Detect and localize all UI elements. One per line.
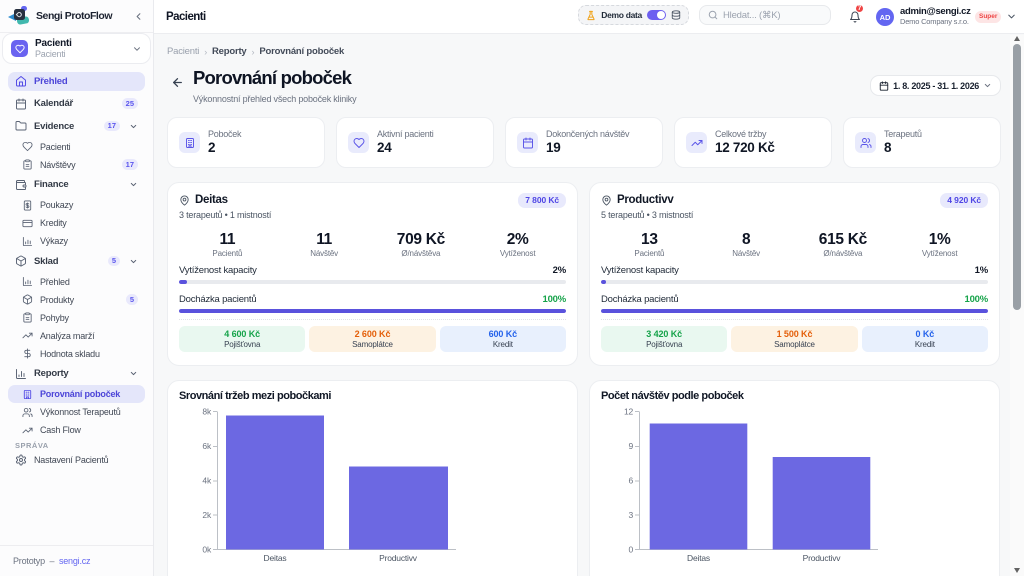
svg-text:6: 6 [628,476,633,486]
svg-text:Productivv: Productivv [379,553,418,563]
svg-text:0k: 0k [202,545,212,555]
svg-text:0: 0 [628,545,633,555]
svg-text:Deitas: Deitas [264,553,287,563]
svg-text:2k: 2k [202,510,212,520]
svg-text:3: 3 [628,510,633,520]
svg-text:9: 9 [628,441,633,451]
svg-text:4k: 4k [202,476,212,486]
svg-text:6k: 6k [202,441,212,451]
svg-text:Deitas: Deitas [687,553,710,563]
svg-text:8k: 8k [202,407,212,417]
svg-text:12: 12 [624,407,634,417]
svg-text:Productivv: Productivv [803,553,842,563]
